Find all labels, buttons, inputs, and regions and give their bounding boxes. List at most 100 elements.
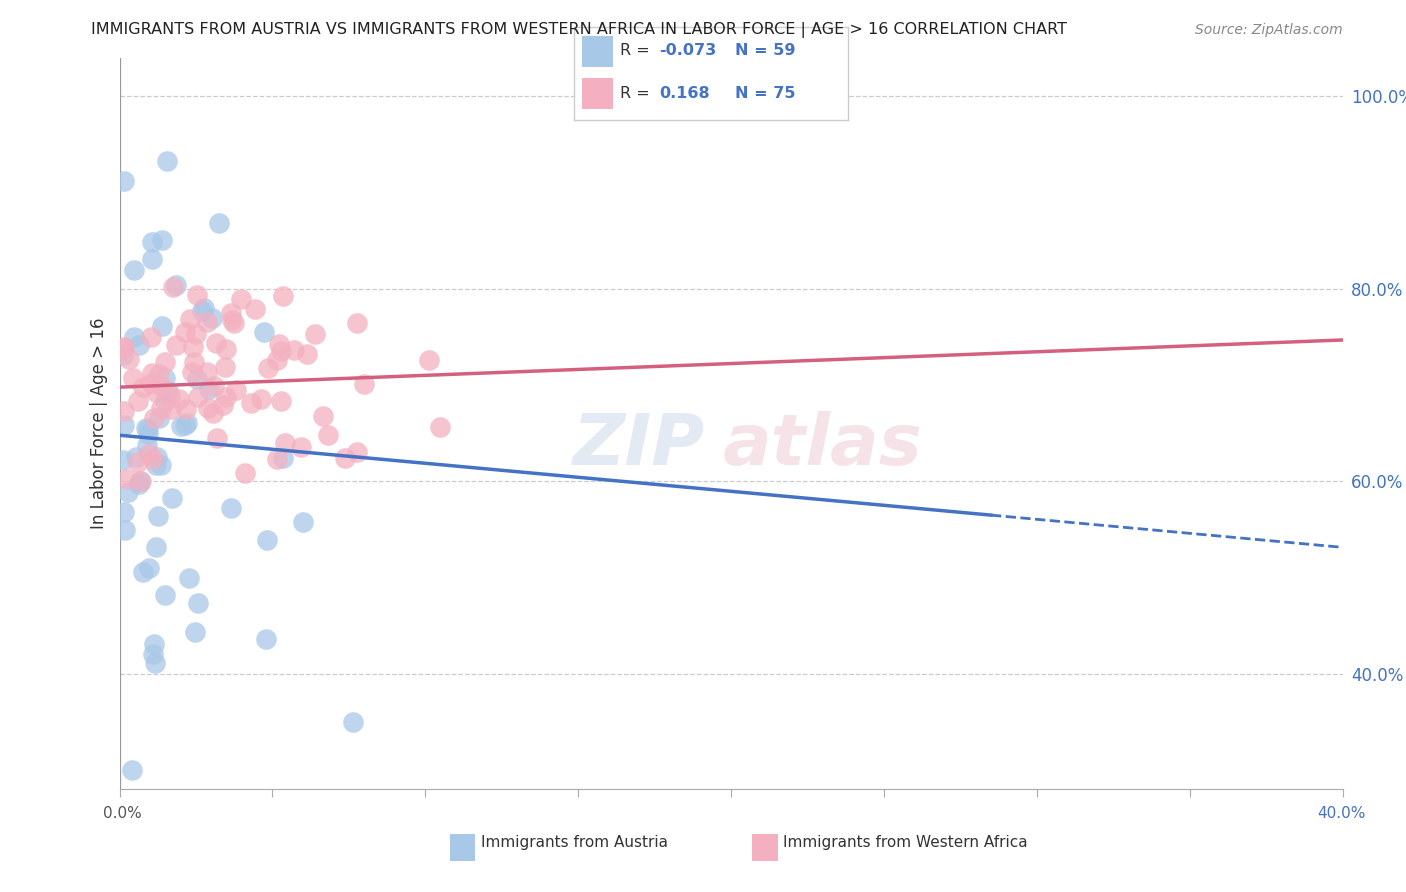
Point xyxy=(235,466,257,480)
Text: atlas: atlas xyxy=(723,411,922,480)
Point xyxy=(204,335,226,350)
Point xyxy=(136,422,159,436)
Point xyxy=(429,420,451,434)
Point xyxy=(160,491,183,505)
Y-axis label: In Labor Force | Age > 16: In Labor Force | Age > 16 xyxy=(90,318,108,530)
Point xyxy=(138,446,160,460)
Point xyxy=(179,311,201,326)
Point xyxy=(201,310,224,325)
Point xyxy=(112,418,135,433)
Point xyxy=(304,327,326,342)
Text: R =: R = xyxy=(620,87,655,101)
Point xyxy=(186,372,208,386)
Point xyxy=(335,451,357,466)
Text: 40.0%: 40.0% xyxy=(1317,806,1365,821)
Point xyxy=(141,235,163,249)
Point xyxy=(146,450,169,464)
Text: ZIP: ZIP xyxy=(574,411,706,480)
Point xyxy=(111,452,134,467)
Point xyxy=(254,632,277,646)
Point xyxy=(149,458,172,472)
Point xyxy=(215,342,238,356)
Point xyxy=(219,501,242,516)
Point xyxy=(225,383,247,397)
Point xyxy=(253,326,276,340)
Point xyxy=(128,477,150,491)
Point xyxy=(195,365,218,379)
Point xyxy=(197,401,219,415)
Point xyxy=(167,392,190,407)
Text: N = 75: N = 75 xyxy=(735,87,796,101)
Point xyxy=(150,319,173,334)
Point xyxy=(195,315,218,329)
Text: Source: ZipAtlas.com: Source: ZipAtlas.com xyxy=(1195,23,1343,37)
Point xyxy=(208,216,231,230)
Point xyxy=(121,371,143,385)
Point xyxy=(187,596,209,610)
Point xyxy=(145,540,167,554)
Text: Immigrants from Austria: Immigrants from Austria xyxy=(481,836,668,850)
Point xyxy=(129,475,152,489)
Point xyxy=(174,325,197,339)
Point xyxy=(112,340,135,354)
Point xyxy=(129,474,152,488)
Point xyxy=(184,624,207,639)
Point xyxy=(214,360,236,375)
Point xyxy=(176,416,198,430)
Point xyxy=(136,427,159,442)
Point xyxy=(266,452,288,467)
Point xyxy=(312,409,335,423)
Point xyxy=(142,647,165,661)
Point xyxy=(257,360,280,375)
Point xyxy=(128,338,150,352)
Point xyxy=(153,589,176,603)
Point xyxy=(231,293,253,307)
Point xyxy=(205,432,228,446)
Text: 0.168: 0.168 xyxy=(659,87,710,101)
Point xyxy=(174,417,197,432)
Point xyxy=(153,394,176,409)
Point xyxy=(270,394,292,409)
Point xyxy=(139,376,162,390)
Point xyxy=(418,353,440,368)
Point xyxy=(127,394,149,409)
Point xyxy=(291,515,314,529)
Point xyxy=(353,376,375,391)
Text: N = 59: N = 59 xyxy=(735,44,796,58)
Point xyxy=(346,316,368,330)
Point xyxy=(145,458,167,473)
Point xyxy=(212,398,235,412)
Point xyxy=(135,421,157,435)
Point xyxy=(269,337,291,351)
Text: IMMIGRANTS FROM AUSTRIA VS IMMIGRANTS FROM WESTERN AFRICA IN LABOR FORCE | AGE >: IMMIGRANTS FROM AUSTRIA VS IMMIGRANTS FR… xyxy=(91,22,1067,38)
Point xyxy=(198,382,221,396)
Point xyxy=(159,389,181,403)
Text: R =: R = xyxy=(620,44,655,58)
Point xyxy=(245,302,267,317)
Point xyxy=(174,402,197,417)
Point xyxy=(138,560,160,574)
Point xyxy=(148,367,170,381)
Point xyxy=(181,340,204,354)
Point xyxy=(271,450,294,465)
Point xyxy=(141,330,163,344)
Text: Immigrants from Western Africa: Immigrants from Western Africa xyxy=(783,836,1028,850)
Point xyxy=(150,380,173,394)
Point xyxy=(170,419,193,434)
Point xyxy=(115,472,138,486)
Point xyxy=(111,348,134,362)
Point xyxy=(117,484,139,499)
Point xyxy=(157,384,180,398)
Point xyxy=(165,277,187,292)
Point xyxy=(142,637,165,651)
Point xyxy=(131,565,153,579)
Point xyxy=(342,714,364,729)
Point xyxy=(224,316,246,330)
Point xyxy=(153,355,176,369)
Text: 0.0%: 0.0% xyxy=(103,806,142,821)
Point xyxy=(240,396,263,410)
Point xyxy=(184,326,207,341)
Point xyxy=(290,440,312,454)
Point xyxy=(118,352,141,367)
Point xyxy=(177,571,200,585)
